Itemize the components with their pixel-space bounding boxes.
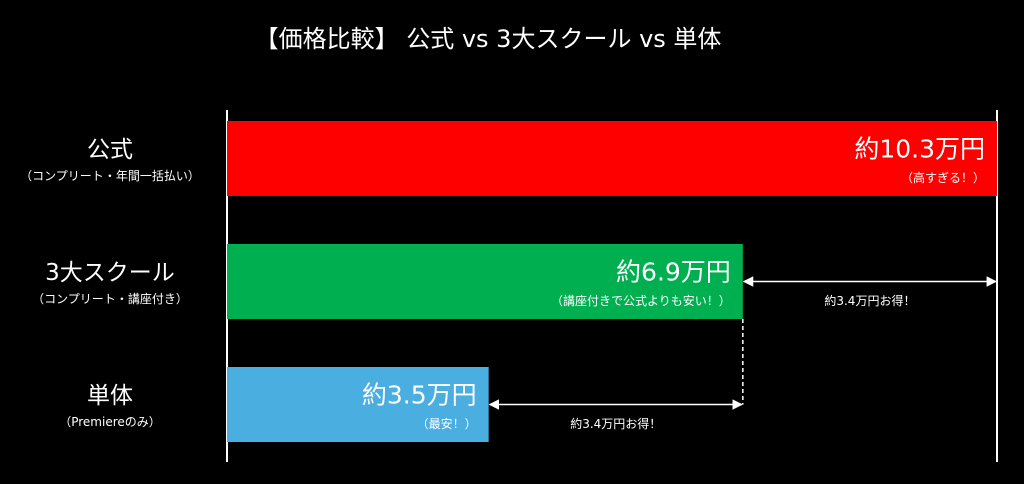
value-note: （高すぎる！） (901, 170, 985, 185)
value-label: 約3.5万円 (362, 381, 477, 410)
bar (227, 244, 743, 319)
value-note: （講座付きで公式よりも安い！） (551, 293, 731, 308)
category-note: （コンプリート・年間一括払い） (20, 168, 200, 183)
value-note: （最安！） (417, 416, 477, 431)
category-label: 公式 (87, 137, 133, 163)
annotation: 約3.4万円お得！ (570, 416, 661, 431)
bar (227, 367, 489, 442)
category-note: （Premiereのみ） (59, 415, 161, 429)
category-label: 単体 (87, 383, 133, 409)
category-note: （コンプリート・講座付き） (32, 291, 188, 306)
chart-title: 【価格比較】 公式 vs 3大スクール vs 単体 (255, 25, 722, 53)
annotation: 約3.4万円お得！ (824, 293, 915, 308)
bar (227, 121, 997, 196)
value-label: 約10.3万円 (854, 135, 985, 164)
value-label: 約6.9万円 (616, 258, 731, 287)
category-label: 3大スクール (45, 260, 175, 286)
